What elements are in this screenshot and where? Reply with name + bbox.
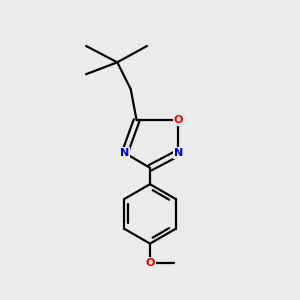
Text: O: O [173,115,183,125]
Text: O: O [145,258,155,268]
Text: N: N [174,148,183,158]
Text: N: N [120,148,129,158]
